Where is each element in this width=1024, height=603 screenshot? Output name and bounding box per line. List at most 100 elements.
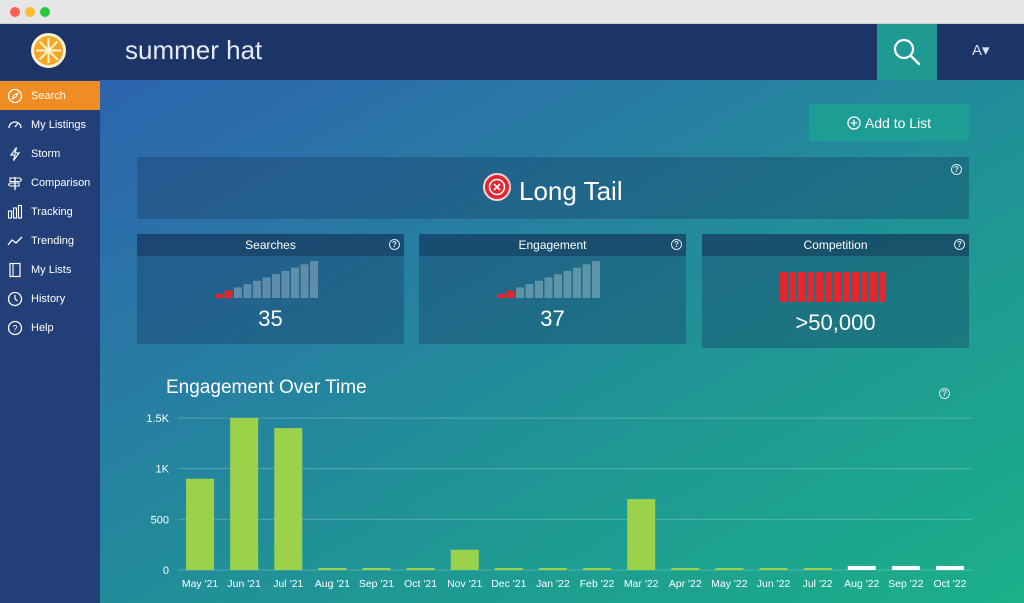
- maximize-window-dot[interactable]: [40, 7, 50, 17]
- level-bar: [789, 272, 796, 302]
- engagement-level-bars: [497, 261, 600, 298]
- sidebar-item-comparison[interactable]: Comparison: [0, 168, 100, 197]
- verdict-label: Long Tail: [519, 176, 623, 206]
- x-tick-label: Jun '21: [227, 578, 261, 590]
- gauge-icon: [7, 117, 23, 133]
- sidebar-item-label: Storm: [31, 147, 61, 160]
- level-bar: [807, 272, 814, 302]
- level-bar: [834, 272, 841, 302]
- x-tick-label: Aug '21: [315, 578, 350, 590]
- svg-text:?: ?: [12, 323, 17, 333]
- help-icon[interactable]: ?: [954, 239, 965, 250]
- x-tick-label: Apr '22: [669, 578, 702, 590]
- chart-bar[interactable]: [759, 567, 788, 570]
- x-tick-label: May '21: [182, 578, 219, 590]
- metric-title: Engagement: [419, 234, 686, 256]
- x-tick-label: Aug '22: [844, 578, 879, 590]
- sidebar-item-label: History: [31, 292, 66, 305]
- sidebar-item-my-listings[interactable]: My Listings: [0, 110, 100, 139]
- sidebar-item-tracking[interactable]: Tracking: [0, 197, 100, 226]
- chart-bar[interactable]: [891, 565, 920, 570]
- level-bar: [861, 272, 868, 302]
- level-bar: [215, 294, 223, 298]
- plus-circle-icon: [847, 115, 861, 130]
- chart-bar[interactable]: [186, 478, 215, 570]
- level-bar: [554, 274, 562, 298]
- metric-title: Competition: [702, 234, 969, 256]
- x-tick-label: May '22: [711, 578, 748, 590]
- app-frame: Search My Listings Storm Comparison Tracking…: [0, 24, 1024, 603]
- metric-value: 35: [258, 306, 283, 331]
- add-to-list-button[interactable]: Add to List: [809, 104, 969, 141]
- chart-bar[interactable]: [318, 567, 347, 570]
- chart-bar[interactable]: [803, 567, 832, 570]
- fail-x-icon: [483, 173, 511, 201]
- sidebar-item-label: Tracking: [31, 205, 73, 218]
- chart-bar[interactable]: [715, 567, 744, 570]
- level-bar: [516, 287, 524, 298]
- orange-slice-logo: [31, 33, 66, 68]
- y-tick-label: 1K: [156, 464, 170, 476]
- level-bar: [525, 284, 534, 298]
- x-tick-label: Dec '21: [491, 578, 526, 590]
- level-bar: [291, 267, 299, 298]
- level-bar: [253, 280, 261, 298]
- level-bar: [224, 290, 233, 298]
- chart-title: Engagement Over Time: [166, 377, 367, 398]
- competition-level-bars: [780, 272, 886, 302]
- sidebar-item-trending[interactable]: Trending: [0, 226, 100, 255]
- level-bar: [497, 294, 505, 298]
- sidebar-item-label: My Listings: [31, 118, 87, 131]
- sidebar-item-label: Help: [31, 321, 54, 334]
- help-icon[interactable]: ?: [939, 388, 950, 399]
- top-bar: summer hat A▾: [100, 24, 1024, 80]
- level-bar: [506, 290, 515, 298]
- x-tick-label: Jul '22: [803, 578, 833, 590]
- chart-bar[interactable]: [671, 567, 700, 570]
- level-bar: [281, 270, 290, 298]
- chart-bar[interactable]: [847, 565, 876, 570]
- level-bar: [592, 261, 600, 298]
- x-tick-label: Sep '22: [888, 578, 923, 590]
- chart-bar[interactable]: [583, 567, 612, 570]
- search-button[interactable]: [877, 24, 937, 80]
- sidebar-nav: Search My Listings Storm Comparison Tracking…: [0, 81, 100, 342]
- verdict-panel: ?: [137, 157, 969, 219]
- x-tick-label: Oct '22: [933, 578, 966, 590]
- logo-area[interactable]: [0, 24, 100, 80]
- minimize-window-dot[interactable]: [25, 7, 35, 17]
- search-query-text[interactable]: summer hat: [125, 35, 263, 65]
- y-tick-label: 0: [163, 565, 169, 577]
- level-bar: [852, 272, 859, 302]
- y-tick-label: 500: [151, 514, 169, 526]
- lightning-icon: [7, 146, 23, 162]
- add-to-list-label: Add to List: [864, 114, 932, 131]
- x-tick-label: Jan '22: [536, 578, 570, 590]
- metric-card-competition: Competition ? >50,000: [702, 234, 969, 348]
- level-bar: [310, 261, 318, 298]
- close-window-dot[interactable]: [10, 7, 20, 17]
- chart-bar[interactable]: [494, 567, 523, 570]
- chart-bar[interactable]: [935, 565, 964, 570]
- help-icon[interactable]: ?: [671, 239, 682, 250]
- help-icon[interactable]: ?: [951, 164, 962, 175]
- chart-bar[interactable]: [362, 567, 391, 570]
- chart-bar[interactable]: [538, 567, 567, 570]
- chart-bar[interactable]: [230, 418, 259, 570]
- level-bar: [243, 284, 252, 298]
- user-menu[interactable]: A▾: [972, 42, 990, 59]
- question-icon: ?: [7, 320, 23, 336]
- chart-bar[interactable]: [406, 567, 435, 570]
- y-tick-label: 1.5K: [146, 413, 169, 425]
- chart-bar[interactable]: [274, 428, 303, 570]
- sidebar-item-help[interactable]: ? Help: [0, 313, 100, 342]
- x-tick-label: Mar '22: [624, 578, 659, 590]
- chart-bar[interactable]: [450, 549, 479, 570]
- sidebar-item-search[interactable]: Search: [0, 81, 100, 110]
- help-icon[interactable]: ?: [389, 239, 400, 250]
- sidebar-item-storm[interactable]: Storm: [0, 139, 100, 168]
- sidebar-item-history[interactable]: History: [0, 284, 100, 313]
- sidebar-item-my-lists[interactable]: My Lists: [0, 255, 100, 284]
- chart-bar[interactable]: [627, 499, 656, 570]
- level-bar: [798, 272, 805, 302]
